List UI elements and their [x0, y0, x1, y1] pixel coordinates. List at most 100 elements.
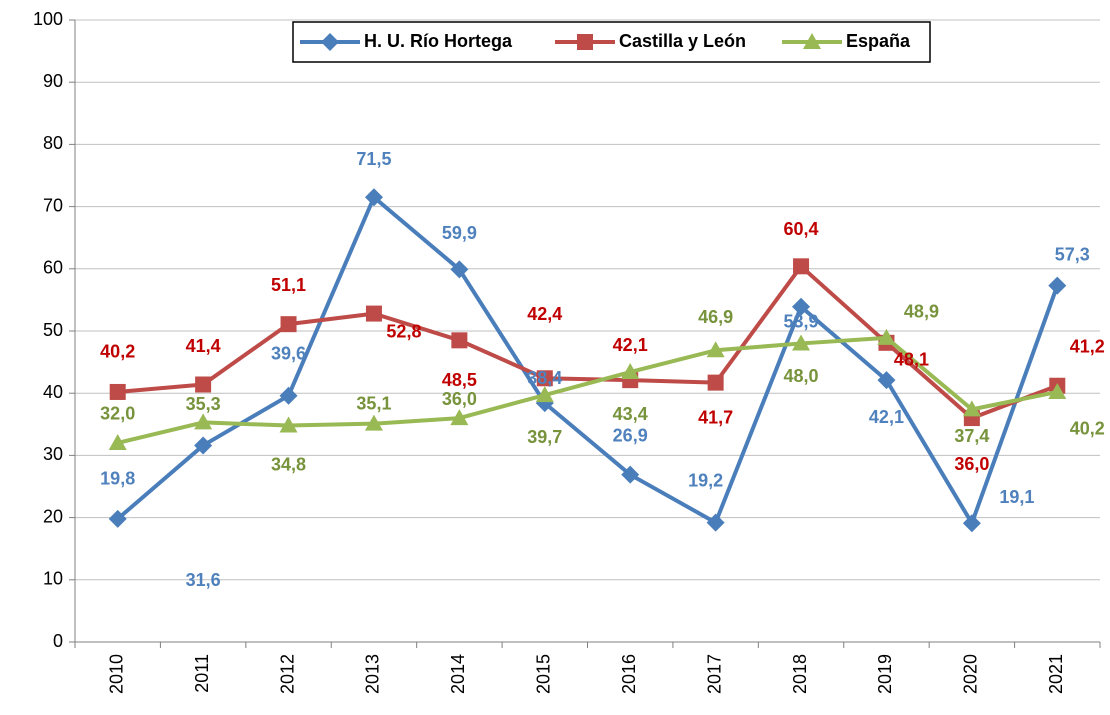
data-label: 35,1	[356, 393, 391, 413]
series-line	[117, 264, 1058, 421]
data-label: 53,9	[784, 311, 819, 331]
marker	[877, 328, 896, 345]
data-label: 52,8	[386, 321, 421, 341]
x-tick-label: 2011	[192, 654, 212, 693]
marker	[321, 33, 339, 51]
data-label: 19,2	[688, 470, 723, 490]
data-label: 57,3	[1055, 244, 1090, 264]
marker	[803, 33, 821, 49]
y-tick-label: 0	[53, 631, 63, 651]
data-label: 48,9	[904, 302, 939, 322]
data-label: 46,9	[698, 307, 733, 327]
x-tick-label: 2016	[619, 654, 639, 694]
data-label: 40,2	[1070, 419, 1105, 439]
marker	[108, 509, 127, 528]
y-tick-label: 30	[43, 444, 63, 464]
data-label: 40,2	[100, 342, 135, 362]
marker	[108, 433, 127, 450]
marker	[194, 436, 213, 455]
data-label: 37,4	[954, 426, 989, 446]
data-label: 32,0	[100, 404, 135, 424]
marker	[962, 400, 981, 417]
y-tick-label: 50	[43, 320, 63, 340]
x-tick-label: 2019	[875, 654, 895, 694]
data-label: 42,1	[869, 407, 904, 427]
series-line	[116, 195, 1060, 526]
x-tick-label: 2020	[961, 654, 981, 694]
y-tick-label: 70	[43, 195, 63, 215]
marker	[792, 297, 811, 316]
x-tick-label: 2010	[106, 654, 126, 694]
data-label: 39,6	[271, 343, 306, 363]
data-label: 19,1	[999, 487, 1034, 507]
marker	[279, 416, 298, 433]
data-label: 35,3	[186, 394, 221, 414]
data-label: 26,9	[613, 425, 648, 445]
y-tick-label: 10	[43, 569, 63, 589]
marker	[706, 341, 725, 358]
x-tick-label: 2017	[704, 654, 724, 694]
data-label: 51,1	[271, 275, 306, 295]
data-label: 41,2	[1070, 336, 1105, 356]
data-label: 41,4	[186, 336, 221, 356]
y-tick-label: 40	[43, 382, 63, 402]
marker	[279, 386, 298, 405]
data-label: 60,4	[784, 219, 819, 239]
data-label: 41,7	[698, 407, 733, 427]
marker	[535, 386, 554, 403]
marker	[793, 258, 810, 275]
marker	[364, 188, 383, 207]
marker	[621, 465, 640, 484]
marker	[536, 370, 553, 387]
data-label: 36,0	[442, 389, 477, 409]
data-label: 43,4	[613, 404, 648, 424]
x-tick-label: 2015	[534, 654, 554, 694]
marker	[706, 513, 725, 532]
marker	[707, 374, 724, 391]
legend-label: España	[846, 31, 911, 51]
marker	[450, 409, 469, 426]
marker	[109, 383, 126, 400]
data-label: 71,5	[356, 149, 391, 169]
legend-label: H. U. Río Hortega	[364, 31, 513, 51]
data-label: 59,9	[442, 223, 477, 243]
data-label: 19,8	[100, 469, 135, 489]
data-label: 48,5	[442, 370, 477, 390]
marker	[364, 414, 383, 431]
series-line	[117, 335, 1058, 445]
marker	[1048, 276, 1067, 295]
marker	[577, 34, 593, 50]
x-tick-label: 2012	[277, 654, 297, 694]
marker	[280, 316, 297, 333]
marker	[451, 332, 468, 349]
data-label: 36,0	[954, 454, 989, 474]
x-tick-label: 2013	[363, 654, 383, 694]
y-tick-label: 20	[43, 506, 63, 526]
y-tick-label: 60	[43, 258, 63, 278]
marker	[450, 260, 469, 279]
marker	[877, 371, 896, 390]
y-tick-label: 100	[33, 9, 63, 29]
x-tick-label: 2018	[790, 654, 810, 694]
y-tick-label: 80	[43, 133, 63, 153]
data-label: 42,1	[613, 335, 648, 355]
data-label: 31,6	[186, 570, 221, 590]
marker	[1048, 382, 1067, 399]
data-label: 38,4	[527, 368, 562, 388]
marker	[962, 514, 981, 533]
marker	[195, 376, 212, 393]
marker	[194, 413, 213, 430]
marker	[621, 363, 640, 380]
data-label: 42,4	[527, 304, 562, 324]
marker	[792, 334, 811, 351]
y-tick-label: 90	[43, 71, 63, 91]
data-label: 48,1	[894, 350, 929, 370]
data-label: 48,0	[784, 366, 819, 386]
data-label: 34,8	[271, 454, 306, 474]
legend-label: Castilla y León	[619, 31, 746, 51]
data-label: 39,7	[527, 427, 562, 447]
x-tick-label: 2021	[1046, 654, 1066, 694]
x-tick-label: 2014	[448, 654, 468, 694]
